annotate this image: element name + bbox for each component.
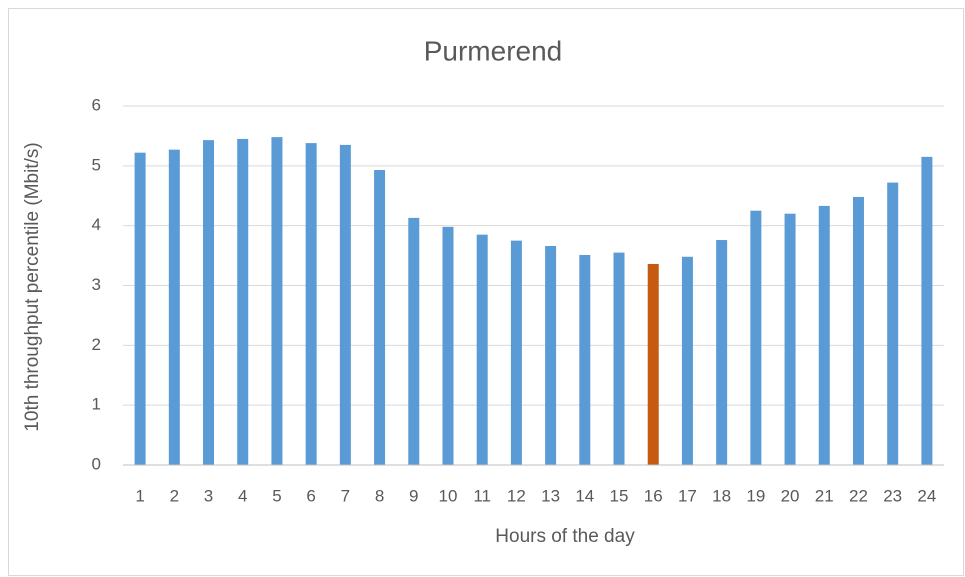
y-tick-label: 6 bbox=[92, 95, 101, 114]
x-tick-label: 13 bbox=[541, 486, 560, 505]
x-tick-label: 17 bbox=[678, 486, 697, 505]
bar bbox=[784, 213, 796, 465]
bar bbox=[921, 156, 933, 465]
bar bbox=[339, 144, 351, 465]
bar bbox=[716, 240, 728, 465]
x-tick-label: 21 bbox=[815, 486, 834, 505]
bar bbox=[271, 137, 283, 465]
x-tick-label: 12 bbox=[507, 486, 526, 505]
y-tick-label: 0 bbox=[92, 454, 101, 473]
bar bbox=[510, 240, 522, 465]
x-tick-label: 4 bbox=[238, 486, 247, 505]
bar bbox=[237, 138, 249, 466]
x-tick-label: 3 bbox=[204, 486, 213, 505]
x-tick-label: 2 bbox=[170, 486, 179, 505]
x-tick-label: 18 bbox=[712, 486, 731, 505]
bar bbox=[887, 182, 899, 465]
x-tick-label: 16 bbox=[644, 486, 663, 505]
y-tick-label: 4 bbox=[92, 215, 101, 234]
x-tick-label: 6 bbox=[306, 486, 315, 505]
bar bbox=[203, 140, 215, 466]
bar bbox=[442, 226, 454, 465]
bar bbox=[613, 252, 625, 465]
x-tick-label: 24 bbox=[917, 486, 936, 505]
bar bbox=[408, 217, 420, 465]
x-tick-label: 14 bbox=[575, 486, 594, 505]
y-tick-label: 2 bbox=[92, 335, 101, 354]
x-tick-label: 15 bbox=[610, 486, 629, 505]
x-tick-label: 19 bbox=[746, 486, 765, 505]
bar bbox=[647, 263, 659, 465]
x-tick-label: 8 bbox=[375, 486, 384, 505]
bar bbox=[579, 254, 591, 465]
y-tick-label: 3 bbox=[92, 275, 101, 294]
x-tick-label: 20 bbox=[781, 486, 800, 505]
x-tick-label: 22 bbox=[849, 486, 868, 505]
bar bbox=[750, 210, 762, 465]
bar bbox=[852, 196, 864, 466]
x-tick-label: 11 bbox=[473, 486, 491, 505]
bar bbox=[168, 149, 180, 465]
bar bbox=[681, 256, 693, 465]
y-axis-label: 10th throughput percentile (Mbit/s) bbox=[22, 142, 43, 431]
y-tick-label: 1 bbox=[92, 395, 101, 414]
bar bbox=[305, 143, 317, 465]
bar bbox=[818, 205, 830, 465]
bar bbox=[374, 170, 386, 465]
x-tick-label: 10 bbox=[439, 486, 458, 505]
x-tick-label: 5 bbox=[272, 486, 281, 505]
bar bbox=[545, 246, 557, 465]
x-axis-label: Hours of the day bbox=[495, 526, 635, 547]
x-tick-label: 1 bbox=[135, 486, 144, 505]
x-tick-label: 7 bbox=[341, 486, 350, 505]
chart-title: Purmerend bbox=[424, 35, 563, 66]
bar bbox=[476, 234, 488, 465]
x-tick-label: 23 bbox=[883, 486, 902, 505]
bar bbox=[134, 152, 146, 466]
y-tick-label: 5 bbox=[92, 155, 101, 174]
x-tick-label: 9 bbox=[409, 486, 418, 505]
